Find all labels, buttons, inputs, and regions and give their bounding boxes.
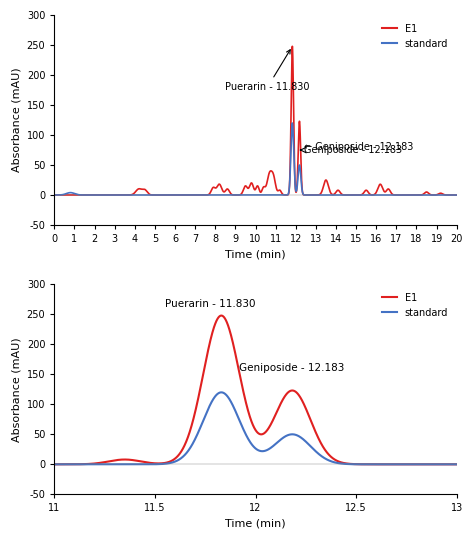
Line: standard: standard	[55, 393, 457, 464]
Y-axis label: Absorbance (mAU): Absorbance (mAU)	[11, 68, 21, 172]
E1	[313, 192, 319, 198]
standard	[52, 192, 57, 198]
standard	[293, 187, 299, 194]
Line: E1: E1	[55, 46, 457, 195]
E1	[219, 312, 224, 319]
Text: Geniposide - 12.183: Geniposide - 12.183	[239, 363, 345, 373]
standard	[352, 192, 357, 198]
E1	[293, 188, 299, 195]
E1	[52, 192, 57, 198]
E1	[205, 192, 211, 198]
standard	[446, 461, 452, 468]
E1	[454, 461, 460, 468]
Legend: E1, standard: E1, standard	[378, 289, 452, 322]
Text: Geniposide - 12.183: Geniposide - 12.183	[304, 145, 402, 155]
standard	[290, 120, 295, 126]
Text: Puerarin - 11.830: Puerarin - 11.830	[165, 299, 255, 309]
standard	[223, 192, 228, 198]
E1	[125, 192, 130, 198]
E1	[403, 461, 409, 468]
Y-axis label: Absorbance (mAU): Absorbance (mAU)	[11, 337, 21, 442]
X-axis label: Time (min): Time (min)	[225, 249, 286, 260]
standard	[313, 192, 319, 198]
X-axis label: Time (min): Time (min)	[225, 519, 286, 529]
standard	[454, 461, 460, 468]
E1	[52, 461, 57, 468]
standard	[223, 392, 229, 398]
E1	[454, 192, 460, 198]
standard	[52, 461, 57, 468]
E1	[383, 188, 388, 195]
standard	[403, 461, 409, 468]
standard	[219, 389, 224, 396]
E1	[206, 345, 211, 351]
Line: standard: standard	[55, 123, 457, 195]
standard	[206, 405, 211, 411]
Line: E1: E1	[55, 315, 457, 464]
standard	[383, 192, 388, 198]
standard	[454, 192, 460, 198]
E1	[121, 456, 127, 463]
E1	[97, 460, 103, 466]
standard	[97, 461, 103, 468]
Text: ← Geniposide - 12.183: ← Geniposide - 12.183	[304, 142, 413, 152]
standard	[205, 192, 211, 198]
E1	[223, 318, 229, 324]
E1	[352, 192, 357, 198]
standard	[125, 192, 130, 198]
E1	[446, 461, 452, 468]
Legend: E1, standard: E1, standard	[378, 20, 452, 52]
Text: Puerarin - 11.830: Puerarin - 11.830	[225, 50, 310, 92]
E1	[290, 43, 295, 50]
standard	[121, 461, 127, 468]
